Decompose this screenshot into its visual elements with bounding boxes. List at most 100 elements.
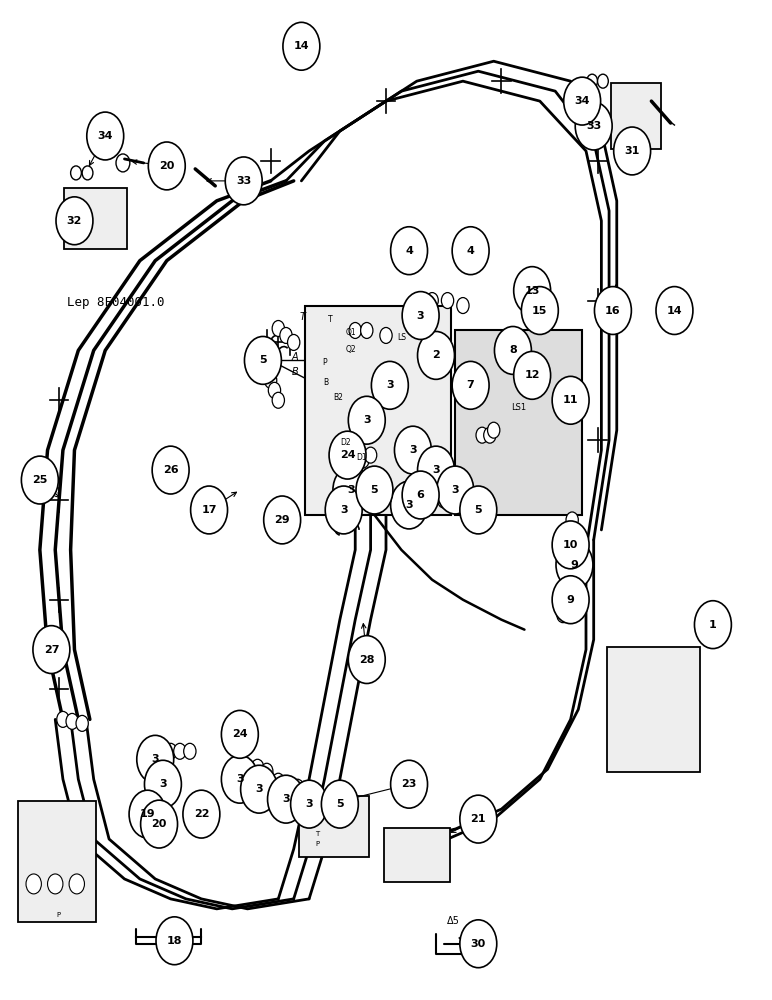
Text: P: P: [315, 841, 320, 847]
Text: 3: 3: [236, 774, 244, 784]
Circle shape: [148, 142, 185, 190]
Circle shape: [273, 773, 284, 789]
Circle shape: [556, 541, 593, 589]
Circle shape: [183, 790, 220, 838]
Circle shape: [566, 512, 578, 528]
Text: 3: 3: [283, 794, 290, 804]
Text: T: T: [315, 831, 320, 837]
Text: 19: 19: [140, 809, 155, 819]
Text: 26: 26: [163, 465, 178, 475]
Text: 9: 9: [571, 560, 578, 570]
Text: 5: 5: [475, 505, 482, 515]
Circle shape: [391, 227, 428, 275]
FancyBboxPatch shape: [299, 796, 369, 857]
Circle shape: [460, 920, 496, 968]
Circle shape: [488, 422, 499, 438]
Text: 33: 33: [236, 176, 252, 186]
Circle shape: [273, 320, 284, 336]
Text: 3: 3: [432, 465, 440, 475]
Text: P: P: [57, 912, 61, 918]
Text: 17: 17: [201, 505, 217, 515]
Circle shape: [380, 327, 392, 343]
Text: P: P: [322, 358, 327, 367]
FancyBboxPatch shape: [65, 188, 127, 249]
Text: 22: 22: [194, 809, 209, 819]
Circle shape: [513, 351, 550, 399]
Text: A: A: [292, 352, 299, 362]
Text: B2: B2: [334, 393, 344, 402]
Circle shape: [422, 462, 435, 478]
Circle shape: [552, 521, 589, 569]
Circle shape: [418, 446, 455, 494]
Circle shape: [225, 157, 262, 205]
Circle shape: [552, 576, 589, 624]
Text: 15: 15: [532, 306, 547, 316]
Text: 2: 2: [432, 350, 440, 360]
Circle shape: [552, 376, 589, 424]
Circle shape: [557, 607, 569, 623]
Circle shape: [445, 467, 458, 483]
Circle shape: [66, 713, 78, 729]
Text: B: B: [323, 378, 329, 387]
Circle shape: [484, 427, 496, 443]
Circle shape: [222, 710, 259, 758]
Circle shape: [418, 331, 455, 379]
Circle shape: [129, 790, 166, 838]
Circle shape: [457, 298, 469, 314]
Circle shape: [371, 361, 408, 409]
Text: 20: 20: [151, 819, 167, 829]
Circle shape: [426, 293, 438, 309]
Circle shape: [283, 22, 320, 70]
Circle shape: [321, 780, 358, 828]
Circle shape: [252, 759, 264, 775]
Circle shape: [281, 776, 293, 792]
Circle shape: [391, 481, 428, 529]
Circle shape: [22, 456, 59, 504]
Text: 5: 5: [371, 485, 378, 495]
Circle shape: [349, 452, 361, 468]
Text: 3: 3: [340, 505, 347, 515]
Text: B: B: [292, 367, 299, 377]
Text: 3: 3: [409, 445, 417, 455]
Circle shape: [86, 112, 124, 160]
Circle shape: [695, 601, 731, 649]
Text: 3: 3: [452, 485, 459, 495]
Circle shape: [560, 597, 573, 613]
Circle shape: [333, 466, 370, 514]
Circle shape: [598, 74, 608, 88]
Text: D2: D2: [340, 438, 351, 447]
Circle shape: [513, 267, 550, 315]
FancyBboxPatch shape: [455, 330, 582, 515]
Circle shape: [614, 127, 651, 175]
Circle shape: [174, 743, 186, 759]
Circle shape: [564, 524, 577, 540]
Text: Q1: Q1: [346, 328, 357, 337]
Circle shape: [438, 492, 450, 508]
Circle shape: [460, 795, 496, 843]
Circle shape: [264, 496, 300, 544]
Circle shape: [594, 287, 631, 334]
Circle shape: [437, 466, 474, 514]
Text: 33: 33: [586, 121, 601, 131]
Circle shape: [394, 426, 432, 474]
FancyBboxPatch shape: [305, 306, 452, 515]
FancyBboxPatch shape: [384, 828, 450, 882]
Text: 3: 3: [363, 415, 371, 425]
Text: 24: 24: [340, 450, 355, 460]
Circle shape: [152, 446, 189, 494]
Text: Q2: Q2: [346, 345, 357, 354]
Circle shape: [57, 711, 69, 727]
Circle shape: [560, 554, 573, 570]
FancyBboxPatch shape: [611, 83, 662, 149]
Text: 18: 18: [167, 936, 182, 946]
Text: 4: 4: [405, 246, 413, 256]
Circle shape: [391, 760, 428, 808]
Text: 3: 3: [405, 500, 413, 510]
Text: Δ5: Δ5: [447, 916, 460, 926]
Circle shape: [426, 490, 438, 506]
Circle shape: [261, 763, 273, 779]
Circle shape: [184, 743, 196, 759]
Text: Lep 8F04001.0: Lep 8F04001.0: [66, 296, 164, 309]
Text: 30: 30: [471, 939, 486, 949]
Text: 34: 34: [574, 96, 590, 106]
